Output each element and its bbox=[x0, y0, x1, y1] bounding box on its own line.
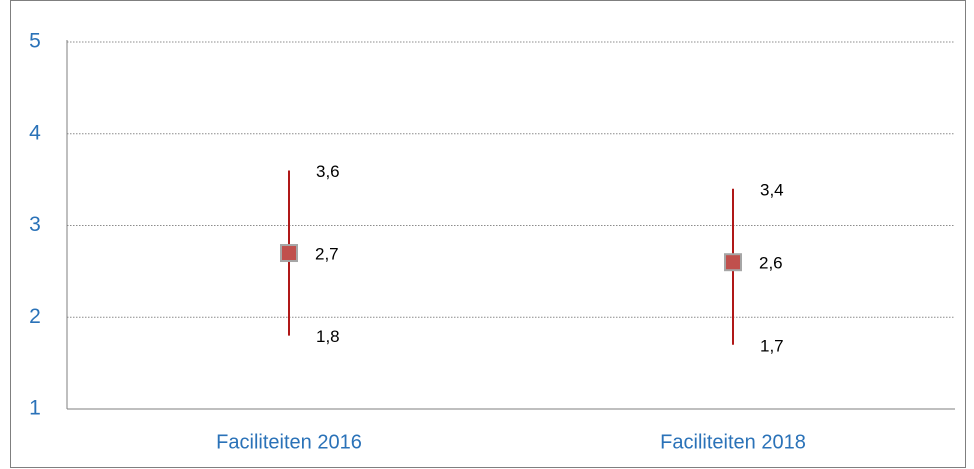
y-tick-label: 4 bbox=[29, 121, 41, 144]
y-tick-label: 2 bbox=[29, 305, 41, 328]
y-tick-label: 3 bbox=[29, 213, 41, 236]
high-label: 3,4 bbox=[760, 180, 784, 199]
y-tick-label: 1 bbox=[29, 397, 41, 420]
x-tick-label: Faciliteiten 2018 bbox=[660, 431, 806, 453]
mean-label: 2,6 bbox=[759, 254, 783, 273]
chart-border bbox=[10, 0, 966, 468]
mean-marker bbox=[724, 253, 742, 272]
y-tick-label: 5 bbox=[29, 30, 41, 53]
high-label: 3,6 bbox=[316, 162, 340, 181]
low-label: 1,8 bbox=[316, 327, 340, 346]
low-label: 1,7 bbox=[760, 336, 784, 355]
mean-marker bbox=[280, 244, 298, 263]
x-tick-label: Faciliteiten 2016 bbox=[216, 431, 362, 453]
mean-label: 2,7 bbox=[315, 245, 339, 264]
